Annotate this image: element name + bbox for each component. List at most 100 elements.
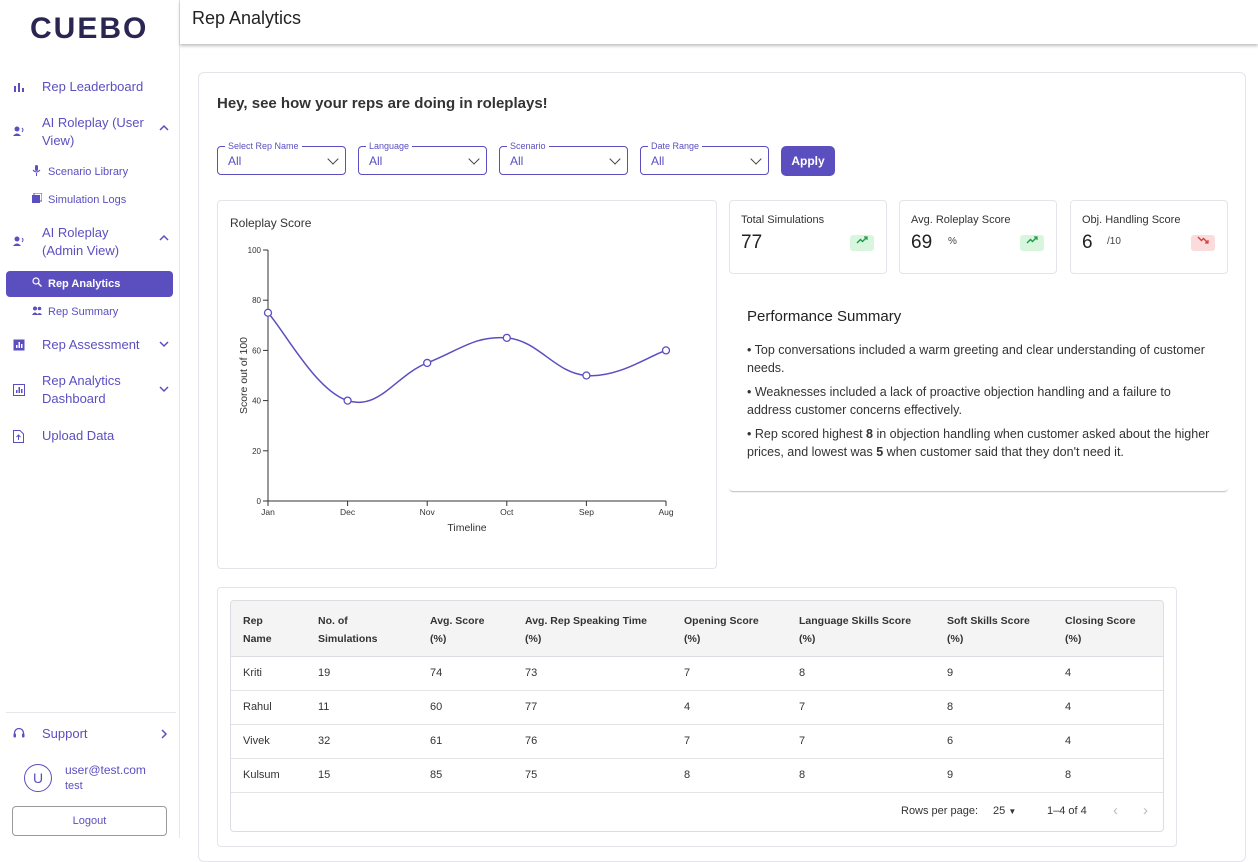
line-chart: 0 20 40 60 80 100 Jan Dec Nov Oct Sep Aug Timeline Sc… — [238, 246, 674, 534]
sidebar-item-support[interactable]: Support — [0, 725, 180, 743]
cell: 4 — [1065, 701, 1072, 713]
chevron-up-icon[interactable] — [159, 232, 169, 250]
column-header-opening-score[interactable]: Opening Score (%) — [684, 615, 759, 645]
cell: 8 — [799, 769, 806, 781]
dashboard-icon — [13, 384, 25, 396]
cell: 7 — [799, 701, 806, 713]
sidebar-item-label: Rep Leaderboard — [42, 79, 144, 94]
cell: 8 — [799, 667, 806, 679]
people-icon — [32, 305, 42, 319]
caret-down-icon: ▼ — [1008, 807, 1017, 816]
column-header-simulations[interactable]: No. of Simulations — [318, 615, 378, 645]
filter-value: All — [510, 154, 524, 168]
sidebar-item-rep-assessment[interactable]: Rep Assessment — [0, 336, 180, 354]
sidebar-item-label: Rep Analytics Dashboard — [42, 373, 121, 406]
y-tick-label: 0 — [257, 497, 262, 506]
headset-icon — [13, 727, 25, 739]
data-point — [263, 308, 273, 317]
stat-value: 77 — [741, 232, 763, 253]
sidebar-item-rep-analytics[interactable]: Rep Analytics — [6, 271, 173, 297]
data-point — [661, 346, 671, 355]
column-header-soft-skills[interactable]: Soft Skills Score (%) — [947, 615, 1030, 645]
language-select[interactable]: Language All — [358, 141, 487, 175]
search-analytics-icon — [32, 277, 42, 291]
summary-point: • Rep scored highest 8 in objection hand… — [747, 425, 1217, 461]
y-tick-label: 80 — [252, 296, 261, 305]
rep-name-select[interactable]: Select Rep Name All — [217, 141, 346, 175]
sidebar-item-label: Upload Data — [42, 428, 115, 443]
lowest-score: 5 — [876, 445, 884, 459]
sidebar-item-simulation-logs[interactable]: Simulation Logs — [0, 192, 180, 207]
filter-value: All — [228, 154, 242, 168]
chevron-down-icon[interactable] — [159, 383, 169, 401]
table-row[interactable]: Kulsum 15 85 75 8 8 9 8 — [231, 759, 1163, 793]
user-name: test — [65, 780, 83, 792]
sidebar-item-scenario-library[interactable]: Scenario Library — [0, 165, 180, 179]
previous-page-icon[interactable]: ‹ — [1113, 802, 1118, 819]
date-range-select[interactable]: Date Range All — [640, 141, 769, 175]
cell: Vivek — [243, 735, 270, 747]
cell: 9 — [947, 769, 954, 781]
chevron-down-icon — [327, 153, 339, 165]
cell: 8 — [684, 769, 691, 781]
page-range: 1–4 of 4 — [1047, 805, 1087, 817]
cell: 19 — [318, 667, 331, 679]
sidebar-item-label: Simulation Logs — [48, 194, 127, 206]
apply-button[interactable]: Apply — [781, 146, 835, 176]
sidebar-item-upload-data[interactable]: Upload Data — [0, 427, 180, 445]
rows-per-page-label: Rows per page: — [901, 805, 979, 817]
sidebar-item-label: AI Roleplay (User View) — [42, 115, 144, 148]
sidebar-item-ai-roleplay-user[interactable]: AI Roleplay (User View) — [0, 114, 180, 150]
avatar[interactable]: U — [24, 764, 52, 792]
chevron-down-icon — [750, 153, 762, 165]
filter-value: All — [369, 154, 383, 168]
table-pagination: Rows per page: 25 ▼ 1–4 of 4 ‹ › — [231, 793, 1163, 831]
data-point — [502, 333, 511, 343]
sidebar-item-rep-leaderboard[interactable]: Rep Leaderboard — [0, 78, 180, 96]
cell: 4 — [1065, 735, 1072, 747]
sidebar-item-label: Rep Summary — [48, 306, 119, 318]
summary-point: • Weaknesses included a lack of proactiv… — [747, 383, 1217, 419]
table-row[interactable]: Rahul 11 60 77 4 7 8 4 — [231, 691, 1163, 725]
column-header-avg-score[interactable]: Avg. Score (%) — [430, 615, 485, 645]
filter-label: Scenario — [507, 141, 549, 151]
chevron-down-icon[interactable] — [159, 338, 169, 356]
filter-label: Select Rep Name — [225, 141, 302, 151]
table-row[interactable]: Vivek 32 61 76 7 7 6 4 — [231, 725, 1163, 759]
sidebar-item-rep-summary[interactable]: Rep Summary — [0, 305, 180, 319]
column-header-speaking-time[interactable]: Avg. Rep Speaking Time (%) — [525, 615, 647, 645]
rows-per-page-select[interactable]: 25 ▼ — [993, 805, 1017, 817]
column-header-closing-score[interactable]: Closing Score (%) — [1065, 615, 1136, 645]
cell: 7 — [684, 735, 691, 747]
chevron-right-icon[interactable] — [159, 728, 169, 746]
roleplay-score-chart: Roleplay Score 0 20 40 60 80 100 Jan Dec Nov Oct S… — [217, 200, 717, 569]
x-tick-label: Oct — [500, 507, 514, 517]
microphone-icon — [32, 165, 41, 180]
stat-value: 6 — [1082, 232, 1093, 253]
sidebar-item-ai-roleplay-admin[interactable]: AI Roleplay (Admin View) — [0, 224, 180, 260]
cell: 15 — [318, 769, 331, 781]
scenario-select[interactable]: Scenario All — [499, 141, 628, 175]
stat-total-simulations: Total Simulations 77 — [729, 200, 887, 274]
table-row[interactable]: Kriti 19 74 73 7 8 9 4 — [231, 657, 1163, 691]
data-point — [343, 396, 352, 405]
next-page-icon[interactable]: › — [1143, 802, 1148, 819]
chart-title: Roleplay Score — [230, 216, 312, 230]
table-header: Rep Name No. of Simulations Avg. Score (%) … — [231, 601, 1163, 657]
trend-down-icon — [1191, 235, 1215, 251]
performance-summary-title: Performance Summary — [747, 308, 902, 325]
sidebar-item-rep-analytics-dashboard[interactable]: Rep Analytics Dashboard — [0, 372, 180, 408]
column-header-rep-name[interactable]: Rep Name — [243, 615, 272, 645]
cell: Rahul — [243, 701, 272, 713]
cell: 77 — [525, 701, 538, 713]
cell: 4 — [684, 701, 691, 713]
y-tick-label: 40 — [252, 397, 261, 406]
cell: 60 — [430, 701, 443, 713]
x-tick-label: Aug — [658, 507, 673, 517]
column-header-language-skills[interactable]: Language Skills Score (%) — [799, 615, 912, 645]
cell: 6 — [947, 735, 954, 747]
logout-button[interactable]: Logout — [12, 806, 167, 836]
sidebar: CUEBO Rep Leaderboard AI Roleplay (User … — [0, 0, 180, 838]
chevron-up-icon[interactable] — [159, 122, 169, 140]
top-bar: Rep Analytics — [180, 0, 1258, 44]
